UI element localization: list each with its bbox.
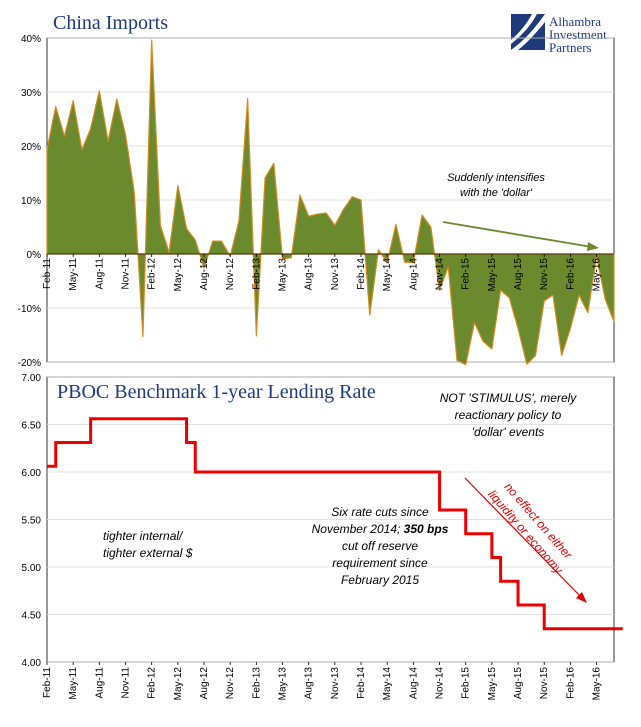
imports-x-tick-label: Aug-11 xyxy=(94,258,105,290)
imports-panel: China Imports 40% 30% 20% 10% 0% -10% -20% Feb… xyxy=(18,12,615,369)
logo-emblem-icon xyxy=(511,14,545,50)
rate-panel: PBOC Benchmark 1-year Lending Rate 7.00 6… xyxy=(22,373,623,700)
rate-y-tick-label: 4.50 xyxy=(22,611,42,622)
imports-annotation-line-1: Suddenly intensifies xyxy=(447,172,545,184)
imports-x-tick-label: Aug-14 xyxy=(408,258,419,291)
imports-x-tick-label: May-16 xyxy=(592,258,603,292)
rate-gridlines xyxy=(47,376,614,663)
imports-x-tick-label: Feb-16 xyxy=(565,258,576,290)
rate-annotation-stimulus: NOT 'STIMULUS', merely reactionary polic… xyxy=(440,391,578,439)
imports-x-tick-label: Nov-12 xyxy=(225,258,236,291)
rate-x-tick-label: Nov-11 xyxy=(121,667,132,699)
rate-x-tick-label: May-15 xyxy=(487,667,498,701)
rate-x-tick-label: Feb-15 xyxy=(461,667,472,699)
imports-y-ticks: 40% 30% 20% 10% 0% -10% -20% xyxy=(18,34,41,369)
rate-x-tick-label: Aug-13 xyxy=(304,667,315,700)
rate-x-tick-label: May-14 xyxy=(382,667,393,701)
imports-x-tick-label: Aug-12 xyxy=(199,258,210,291)
imports-annotation: Suddenly intensifies with the 'dollar' xyxy=(447,172,545,199)
tighter-line-2: tighter external $ xyxy=(103,546,193,560)
imports-x-tick-label: Feb-13 xyxy=(251,258,262,290)
imports-x-tick-label: Nov-13 xyxy=(330,258,341,291)
cuts-line-1: Six rate cuts since xyxy=(331,505,429,519)
rate-x-tick-label: Nov-12 xyxy=(225,667,236,700)
imports-x-tick-label: Aug-13 xyxy=(304,258,315,291)
imports-y-tick-label: 30% xyxy=(21,88,41,99)
imports-x-ticks: Feb-11 May-11 Aug-11 Nov-11 Feb-12 May-12 Aug-… xyxy=(42,254,603,291)
imports-y-tick-label: 10% xyxy=(21,196,41,207)
tighter-line-1: tighter internal/ xyxy=(103,529,184,543)
cuts-line-5: February 2015 xyxy=(341,573,419,587)
imports-area xyxy=(46,39,615,366)
rate-x-tick-label: Aug-11 xyxy=(94,667,105,699)
rate-title: PBOC Benchmark 1-year Lending Rate xyxy=(57,381,376,403)
imports-x-tick-label: Nov-15 xyxy=(539,258,550,291)
rate-y-ticks: 7.00 6.50 6.00 5.50 5.00 4.50 4.00 xyxy=(22,373,42,669)
rate-x-tick-label: Nov-15 xyxy=(539,667,550,700)
rate-x-tick-label: Feb-14 xyxy=(356,667,367,699)
imports-x-tick-label: Feb-12 xyxy=(147,258,158,290)
imports-x-tick-label: Feb-11 xyxy=(42,258,53,289)
rate-x-ticks: Feb-11 May-11 Aug-11 Nov-11 Feb-12 May-12 Aug-… xyxy=(42,662,603,700)
rate-x-tick-label: Aug-14 xyxy=(408,667,419,700)
rate-x-tick-label: Aug-15 xyxy=(513,667,524,700)
logo-line-3: Partners xyxy=(549,40,592,55)
imports-x-tick-label: May-12 xyxy=(173,258,184,292)
cuts-line-4: requirement since xyxy=(332,556,428,570)
imports-x-tick-label: May-15 xyxy=(487,258,498,292)
imports-y-tick-label: 0% xyxy=(27,250,42,261)
imports-x-tick-label: Feb-15 xyxy=(461,258,472,290)
rate-x-tick-label: Nov-13 xyxy=(330,667,341,700)
rate-x-tick-label: Aug-12 xyxy=(199,667,210,700)
stimulus-line-2: reactionary policy to xyxy=(455,408,562,422)
rate-line xyxy=(47,417,623,631)
rate-x-tick-label: Feb-13 xyxy=(251,667,262,699)
logo-line-1: Alhambra xyxy=(549,14,601,29)
rate-x-tick-label: May-13 xyxy=(278,667,289,701)
rate-x-tick-label: Feb-12 xyxy=(147,667,158,699)
imports-x-tick-label: Nov-11 xyxy=(121,258,132,290)
rate-x-tick-label: May-16 xyxy=(592,667,603,701)
stimulus-line-3: 'dollar' events xyxy=(472,425,545,439)
rate-y-tick-label: 6.00 xyxy=(22,468,42,479)
imports-arrow xyxy=(442,221,599,251)
imports-x-tick-label: Aug-15 xyxy=(513,258,524,291)
logo: Alhambra Investment Partners xyxy=(511,14,607,55)
imports-y-tick-label: -20% xyxy=(18,358,41,369)
rate-x-tick-label: Feb-11 xyxy=(42,667,53,698)
stimulus-line-1: NOT 'STIMULUS', merely xyxy=(440,391,578,405)
rate-annotation-cuts: Six rate cuts since November 2014; 350 b… xyxy=(312,505,449,587)
imports-x-tick-label: Feb-14 xyxy=(356,258,367,290)
imports-y-tick-label: 40% xyxy=(21,34,41,45)
imports-x-tick-label: May-13 xyxy=(278,258,289,292)
imports-title: China Imports xyxy=(53,12,168,34)
imports-x-tick-label: May-14 xyxy=(382,258,393,292)
imports-y-tick-label: -10% xyxy=(18,304,41,315)
rate-x-tick-label: May-11 xyxy=(68,667,79,700)
rate-x-tick-label: May-12 xyxy=(173,667,184,701)
rate-x-tick-label: Feb-16 xyxy=(565,667,576,699)
rate-y-tick-label: 5.50 xyxy=(22,516,42,527)
rate-y-tick-label: 6.50 xyxy=(22,421,42,432)
rate-red-arrow xyxy=(464,477,587,603)
cuts-line-2: November 2014; 350 bps xyxy=(312,522,449,536)
imports-x-tick-label: Nov-14 xyxy=(435,258,446,291)
imports-y-tick-label: 20% xyxy=(21,142,41,153)
imports-annotation-line-2: with the 'dollar' xyxy=(460,187,533,199)
rate-x-tick-label: Nov-14 xyxy=(435,667,446,700)
imports-x-tick-label: May-11 xyxy=(68,258,79,291)
rate-y-tick-label: 5.00 xyxy=(22,563,42,574)
rate-y-tick-label: 7.00 xyxy=(22,373,42,384)
rate-y-tick-label: 4.00 xyxy=(22,658,42,669)
rate-annotation-tighter: tighter internal/ tighter external $ xyxy=(103,529,193,560)
cuts-line-3: cut off reserve xyxy=(342,539,418,553)
